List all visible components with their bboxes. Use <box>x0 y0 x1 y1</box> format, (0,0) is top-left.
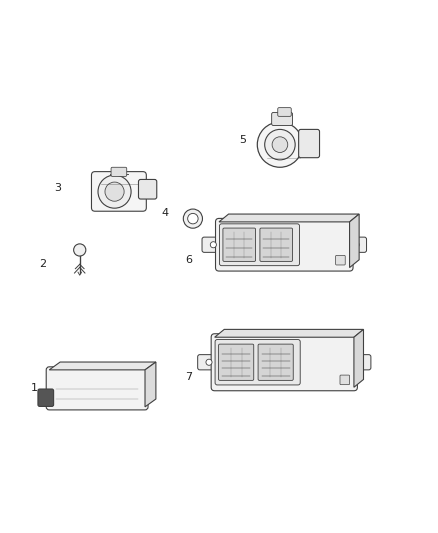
FancyBboxPatch shape <box>202 237 223 252</box>
FancyBboxPatch shape <box>215 340 300 385</box>
Circle shape <box>353 241 359 248</box>
FancyBboxPatch shape <box>260 228 293 261</box>
FancyBboxPatch shape <box>340 375 350 385</box>
FancyBboxPatch shape <box>272 112 293 125</box>
FancyBboxPatch shape <box>38 389 53 407</box>
FancyBboxPatch shape <box>219 224 300 265</box>
Polygon shape <box>350 214 359 268</box>
Text: 1: 1 <box>31 383 38 393</box>
FancyBboxPatch shape <box>278 108 291 116</box>
Polygon shape <box>354 329 364 387</box>
Text: 7: 7 <box>185 373 192 383</box>
FancyBboxPatch shape <box>219 344 254 381</box>
FancyBboxPatch shape <box>46 367 148 410</box>
FancyBboxPatch shape <box>336 255 345 265</box>
FancyBboxPatch shape <box>299 130 320 158</box>
Circle shape <box>257 122 303 167</box>
Circle shape <box>210 241 216 248</box>
Text: 5: 5 <box>240 135 247 146</box>
FancyBboxPatch shape <box>346 237 367 252</box>
FancyBboxPatch shape <box>138 180 157 199</box>
Circle shape <box>184 209 202 228</box>
Polygon shape <box>49 362 156 370</box>
Polygon shape <box>219 214 359 222</box>
FancyBboxPatch shape <box>215 219 353 271</box>
FancyBboxPatch shape <box>111 167 127 176</box>
Circle shape <box>265 130 295 160</box>
FancyBboxPatch shape <box>92 172 146 211</box>
Text: 4: 4 <box>161 208 168 219</box>
Text: 6: 6 <box>185 255 192 265</box>
FancyBboxPatch shape <box>198 354 219 370</box>
Circle shape <box>74 244 86 256</box>
Polygon shape <box>145 362 156 407</box>
Circle shape <box>187 213 198 224</box>
FancyBboxPatch shape <box>350 354 371 370</box>
FancyBboxPatch shape <box>211 334 357 391</box>
Circle shape <box>272 137 288 152</box>
Polygon shape <box>215 329 364 337</box>
Text: 2: 2 <box>39 260 46 269</box>
Circle shape <box>105 182 124 201</box>
Text: 3: 3 <box>54 183 61 193</box>
Circle shape <box>98 175 131 208</box>
FancyBboxPatch shape <box>258 344 293 381</box>
Circle shape <box>206 359 212 365</box>
Circle shape <box>357 359 364 365</box>
FancyBboxPatch shape <box>223 228 255 261</box>
